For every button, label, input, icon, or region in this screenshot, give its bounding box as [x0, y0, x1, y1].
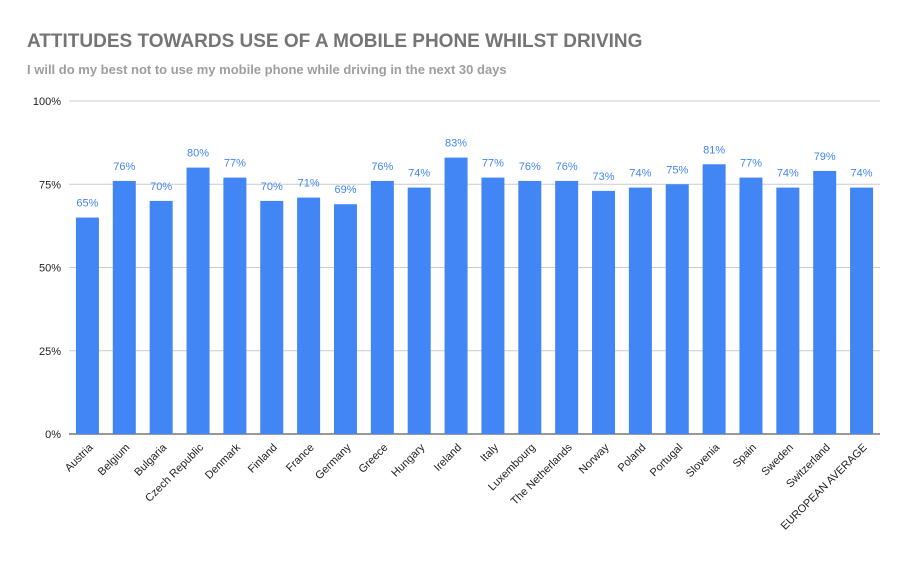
- x-tick-label: Hungary: [389, 441, 427, 479]
- x-tick-label: Bulgaria: [132, 441, 170, 479]
- data-label: 83%: [445, 138, 467, 150]
- data-label: 70%: [150, 181, 172, 193]
- bar[interactable]: [739, 177, 763, 434]
- x-tick-label: France: [284, 442, 317, 475]
- chart-title: ATTITUDES TOWARDS USE OF A MOBILE PHONE …: [27, 31, 642, 52]
- bar[interactable]: [370, 180, 394, 434]
- bar[interactable]: [112, 180, 136, 434]
- data-label: 70%: [261, 181, 283, 193]
- bar[interactable]: [776, 187, 800, 434]
- data-label: 74%: [629, 168, 651, 180]
- bar[interactable]: [481, 177, 505, 434]
- y-tick-label: 0%: [45, 429, 61, 441]
- bar[interactable]: [333, 204, 357, 434]
- data-label: 76%: [371, 161, 393, 173]
- data-label: 76%: [113, 161, 135, 173]
- bar[interactable]: [444, 157, 468, 435]
- data-label: 77%: [224, 158, 246, 170]
- x-tick-label: Spain: [731, 442, 759, 470]
- x-tick-label: Belgium: [96, 442, 133, 479]
- bar[interactable]: [297, 197, 321, 434]
- data-label: 75%: [666, 164, 688, 176]
- bar[interactable]: [149, 200, 173, 434]
- x-tick-label: Ireland: [432, 442, 464, 474]
- x-tick-label: Sweden: [759, 442, 796, 479]
- data-label: 69%: [334, 184, 356, 196]
- bar[interactable]: [592, 190, 616, 434]
- bar[interactable]: [555, 180, 579, 434]
- bar[interactable]: [702, 164, 726, 434]
- y-tick-label: 100%: [33, 96, 61, 108]
- bar[interactable]: [813, 170, 837, 434]
- data-label: 76%: [556, 161, 578, 173]
- data-label: 77%: [482, 158, 504, 170]
- x-tick-label: Denmark: [203, 441, 243, 481]
- x-tick-label: Poland: [616, 442, 649, 475]
- y-tick-label: 75%: [39, 179, 61, 191]
- data-label: 65%: [76, 198, 98, 210]
- y-tick-label: 50%: [39, 263, 61, 275]
- x-tick-label: Austria: [63, 441, 96, 474]
- bar[interactable]: [186, 167, 210, 434]
- chart-subtitle: I will do my best not to use my mobile p…: [27, 62, 507, 77]
- bar[interactable]: [850, 187, 874, 434]
- x-tick-label: Finland: [246, 442, 280, 476]
- x-tick-label: Norway: [577, 441, 612, 476]
- bar[interactable]: [665, 184, 689, 434]
- x-tick-label: Slovenia: [684, 441, 723, 480]
- bar[interactable]: [260, 200, 284, 434]
- data-label: 74%: [851, 168, 873, 180]
- data-label: 76%: [519, 161, 541, 173]
- data-label: 73%: [593, 171, 615, 183]
- data-label: 80%: [187, 148, 209, 160]
- x-tick-label: Germany: [313, 441, 354, 482]
- x-tick-label: Portugal: [648, 442, 685, 479]
- data-label: 77%: [740, 158, 762, 170]
- bar[interactable]: [223, 177, 247, 434]
- data-label: 71%: [298, 178, 320, 190]
- bar[interactable]: [628, 187, 652, 434]
- y-tick-label: 25%: [39, 346, 61, 358]
- x-tick-label: Greece: [356, 442, 390, 476]
- data-label: 79%: [814, 151, 836, 163]
- bar[interactable]: [75, 217, 99, 434]
- data-label: 74%: [408, 168, 430, 180]
- x-tick-label: Italy: [478, 441, 501, 464]
- bar[interactable]: [407, 187, 431, 434]
- bar[interactable]: [518, 180, 542, 434]
- data-label: 81%: [703, 144, 725, 156]
- data-label: 74%: [777, 168, 799, 180]
